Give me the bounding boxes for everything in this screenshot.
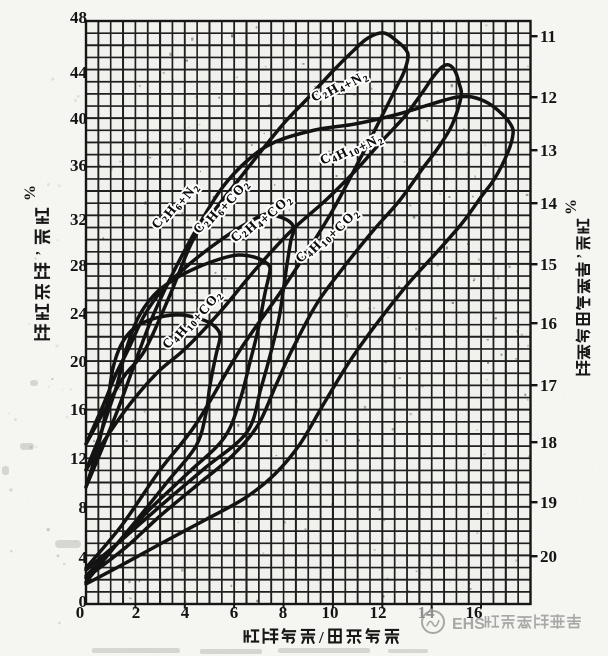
svg-text:36: 36 [70,156,87,175]
svg-text:16: 16 [540,314,557,333]
svg-text:11: 11 [540,27,556,46]
svg-text:EHS: EHS [452,616,485,633]
svg-text:/: / [318,628,324,647]
svg-text:,: , [26,251,42,255]
svg-text:4: 4 [79,548,88,567]
svg-text:12: 12 [370,603,387,622]
svg-text:4: 4 [181,603,190,622]
svg-text:2: 2 [132,603,141,622]
svg-text:10: 10 [322,603,339,622]
svg-text:8: 8 [279,603,288,622]
svg-text:6: 6 [230,603,239,622]
svg-text:0: 0 [79,592,88,611]
svg-text:17: 17 [540,376,558,395]
svg-text:%: % [563,199,580,215]
svg-text:16: 16 [466,603,483,622]
svg-text:24: 24 [70,304,88,323]
svg-text:18: 18 [540,433,557,452]
svg-text:14: 14 [540,194,558,213]
svg-text:40: 40 [70,109,87,128]
svg-text:,: , [567,254,583,258]
svg-text:12: 12 [540,88,557,107]
svg-text:13: 13 [540,141,557,160]
svg-text:12: 12 [70,449,87,468]
svg-text:15: 15 [540,255,557,274]
svg-text:16: 16 [70,400,87,419]
svg-text:44: 44 [70,63,88,82]
svg-text:8: 8 [79,498,88,517]
svg-text:20: 20 [540,547,557,566]
svg-text:28: 28 [70,256,87,275]
svg-text:0: 0 [76,603,85,622]
svg-text:32: 32 [70,210,87,229]
svg-text:48: 48 [70,8,87,27]
svg-text:19: 19 [540,493,557,512]
svg-text:%: % [22,185,39,201]
svg-text:20: 20 [70,352,87,371]
